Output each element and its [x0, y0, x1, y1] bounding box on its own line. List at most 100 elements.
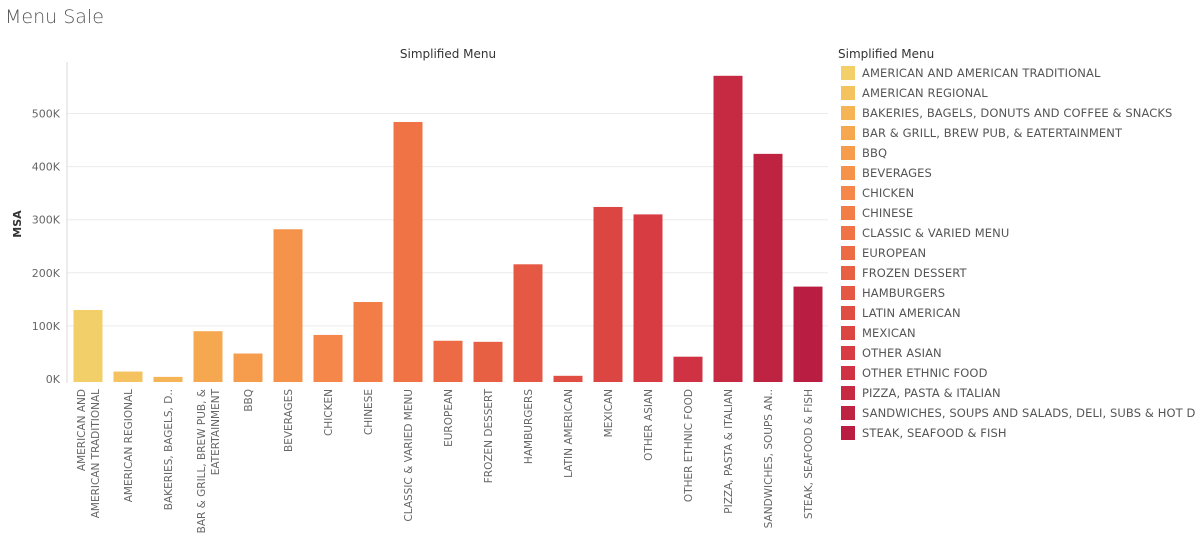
legend-item[interactable]: BAR & GRILL, BREW PUB, & EATERTAINMENT	[838, 123, 1196, 143]
legend-swatch	[841, 226, 855, 240]
x-tick-label: AMERICAN AND	[76, 389, 88, 471]
bar	[353, 302, 383, 382]
legend-item[interactable]: AMERICAN AND AMERICAN TRADITIONAL	[838, 63, 1196, 83]
legend-label: BAR & GRILL, BREW PUB, & EATERTAINMENT	[862, 126, 1123, 140]
legend-label: OTHER ASIAN	[862, 346, 942, 360]
legend-item[interactable]: PIZZA, PASTA & ITALIAN	[838, 383, 1196, 403]
legend-item[interactable]: SANDWICHES, SOUPS AND SALADS, DELI, SUBS…	[838, 403, 1196, 423]
bar	[473, 341, 503, 382]
x-tick-label: OTHER ASIAN	[643, 389, 655, 461]
legend-swatch	[841, 306, 855, 320]
bar	[793, 286, 823, 382]
x-tick-label: HAMBURGERS	[523, 389, 535, 464]
bar	[193, 331, 223, 382]
legend-item[interactable]: BEVERAGES	[838, 163, 1196, 183]
x-axis-ticks: AMERICAN AND AMERICAN TRADITIONAL AMERICAN…	[76, 388, 815, 533]
legend-label: BEVERAGES	[862, 166, 932, 180]
legend-label: CLASSIC & VARIED MENU	[862, 226, 1010, 240]
legend-label: BAKERIES, BAGELS, DONUTS AND COFFEE & SN…	[862, 106, 1173, 120]
legend-swatch	[841, 366, 855, 380]
legend-swatch	[841, 426, 855, 440]
x-tick-label: OTHER ETHNIC FOOD	[683, 389, 695, 502]
legend-label: CHICKEN	[862, 186, 915, 200]
legend-label: FROZEN DESSERT	[862, 266, 967, 280]
legend-item[interactable]: OTHER ETHNIC FOOD	[838, 363, 1196, 383]
bar	[433, 340, 463, 382]
x-tick-label: STEAK, SEAFOOD & FISH	[803, 389, 815, 519]
x-tick-label: CLASSIC & VARIED MENU	[403, 389, 415, 522]
legend-swatch	[841, 86, 855, 100]
legend-swatch	[841, 406, 855, 420]
bar	[593, 206, 623, 382]
legend: Simplified Menu AMERICAN AND AMERICAN TR…	[838, 46, 1196, 443]
x-tick-label: LATIN AMERICAN	[563, 389, 575, 478]
legend-item[interactable]: AMERICAN REGIONAL	[838, 83, 1196, 103]
bar-chart: Simplified Menu MSA 0K 100K 200K 300K 400K 50…	[11, 47, 828, 533]
y-tick-label: 0K	[46, 373, 61, 386]
legend-swatch	[841, 386, 855, 400]
legend-label: PIZZA, PASTA & ITALIAN	[862, 386, 1001, 400]
legend-item[interactable]: FROZEN DESSERT	[838, 263, 1196, 283]
x-tick-label: SANDWICHES, SOUPS AN..	[763, 389, 775, 528]
bar	[273, 229, 303, 382]
x-tick-label: MEXICAN	[603, 389, 615, 437]
legend-swatch	[841, 246, 855, 260]
bar	[233, 353, 263, 382]
legend-item[interactable]: MEXICAN	[838, 323, 1196, 343]
legend-label: EUROPEAN	[862, 246, 927, 260]
y-tick-label: 300K	[32, 214, 61, 227]
legend-swatch	[841, 66, 855, 80]
legend-label: HAMBURGERS	[862, 286, 946, 300]
gridlines	[66, 62, 828, 383]
legend-label: LATIN AMERICAN	[862, 306, 961, 320]
legend-item[interactable]: EUROPEAN	[838, 243, 1196, 263]
legend-swatch	[841, 186, 855, 200]
bar	[313, 334, 343, 382]
legend-item[interactable]: CHICKEN	[838, 183, 1196, 203]
x-tick-label: CHINESE	[363, 389, 375, 435]
legend-swatch	[841, 266, 855, 280]
chart-title: Simplified Menu	[400, 47, 496, 61]
legend-title: Simplified Menu	[838, 47, 935, 61]
legend-swatch	[841, 146, 855, 160]
y-tick-label: 200K	[32, 267, 61, 280]
x-tick-label: CHICKEN	[323, 389, 335, 436]
legend-swatch	[841, 106, 855, 120]
legend-swatch	[841, 126, 855, 140]
legend-item[interactable]: LATIN AMERICAN	[838, 303, 1196, 323]
legend-label: CHINESE	[862, 206, 914, 220]
legend-item[interactable]: BAKERIES, BAGELS, DONUTS AND COFFEE & SN…	[838, 103, 1196, 123]
x-tick-label: EUROPEAN	[443, 389, 455, 447]
legend-swatch	[841, 326, 855, 340]
bar	[713, 75, 743, 382]
y-tick-label: 500K	[32, 108, 61, 121]
y-axis-ticks: 0K 100K 200K 300K 400K 500K	[32, 108, 61, 387]
page-title: Menu Sale	[5, 6, 104, 28]
legend-item[interactable]: BBQ	[838, 143, 1196, 163]
legend-label: STEAK, SEAFOOD & FISH	[862, 426, 1007, 440]
legend-label: BBQ	[862, 146, 888, 160]
bar	[513, 264, 543, 382]
legend-item[interactable]: CLASSIC & VARIED MENU	[838, 223, 1196, 243]
x-tick-label: BAR & GRILL, BREW PUB, &	[196, 389, 208, 533]
legend-item[interactable]: CHINESE	[838, 203, 1196, 223]
legend-swatch	[841, 166, 855, 180]
legend-item[interactable]: STEAK, SEAFOOD & FISH	[838, 423, 1196, 443]
bar	[633, 214, 663, 382]
bar	[393, 121, 423, 382]
x-tick-label: FROZEN DESSERT	[483, 388, 495, 483]
legend-item[interactable]: HAMBURGERS	[838, 283, 1196, 303]
legend-label: AMERICAN AND AMERICAN TRADITIONAL	[862, 66, 1101, 80]
legend-label: OTHER ETHNIC FOOD	[862, 366, 988, 380]
x-tick-label: AMERICAN TRADITIONAL	[90, 389, 102, 518]
y-tick-label: 100K	[32, 320, 61, 333]
bar	[113, 371, 143, 382]
legend-item[interactable]: OTHER ASIAN	[838, 343, 1196, 363]
legend-label: SANDWICHES, SOUPS AND SALADS, DELI, SUBS…	[862, 406, 1196, 420]
x-tick-label: PIZZA, PASTA & ITALIAN	[723, 389, 735, 514]
x-tick-label: BAKERIES, BAGELS, D..	[163, 389, 175, 510]
x-tick-label: BBQ	[243, 389, 255, 412]
legend-swatch	[841, 206, 855, 220]
y-axis-label: MSA	[11, 210, 24, 238]
bar	[553, 375, 583, 382]
